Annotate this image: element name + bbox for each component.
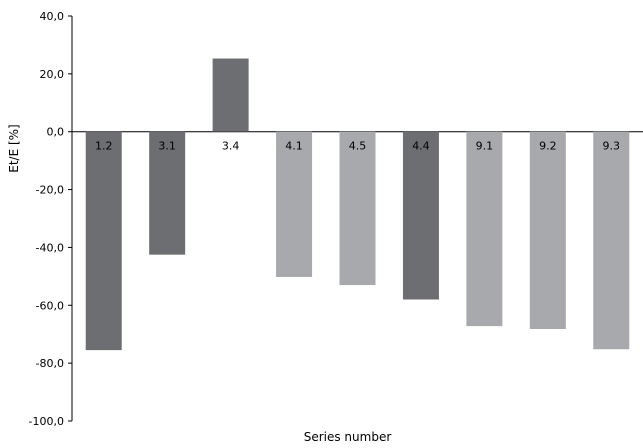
category-label: 4.1 [285,140,303,153]
bar-9.3 [593,131,630,350]
category-label: 9.3 [603,140,621,153]
bar-9.2 [529,131,566,330]
y-tick-label: 0,0 [47,126,65,139]
bar-4.5 [339,131,376,286]
category-label: 9.2 [539,140,557,153]
bar-4.4 [402,131,439,300]
bars [85,58,630,351]
y-tick-label: 40,0 [40,10,65,23]
category-labels: 1.2 3.1 3.4 4.1 4.5 4.4 9.1 9.2 9.3 [95,140,620,153]
bar-9.1 [466,131,503,327]
category-label: 9.1 [476,140,494,153]
y-tick-label: -80,0 [36,357,64,370]
bar-1.2 [85,131,122,351]
y-axis: 40,0 20,0 0,0 -20,0 -40,0 -60,0 -80,0 -100,0 [29,10,73,428]
y-tick-label: -60,0 [36,299,64,312]
y-ticks: 40,0 20,0 0,0 -20,0 -40,0 -60,0 -80,0 -100,0 [29,10,72,428]
x-axis-title: Series number [304,430,392,444]
y-axis-title: Et/E [%] [7,124,21,173]
y-tick-label: -100,0 [29,415,64,428]
category-label: 3.1 [158,140,176,153]
bar-4.1 [276,131,313,277]
bar-3.4 [212,58,249,132]
category-label: 1.2 [95,140,113,153]
y-tick-label: 20,0 [40,68,65,81]
bar-3.1 [149,131,186,255]
y-tick-label: -20,0 [36,184,64,197]
category-label: 3.4 [222,140,240,153]
y-tick-label: -40,0 [36,241,64,254]
category-label: 4.4 [412,140,430,153]
category-label: 4.5 [349,140,367,153]
